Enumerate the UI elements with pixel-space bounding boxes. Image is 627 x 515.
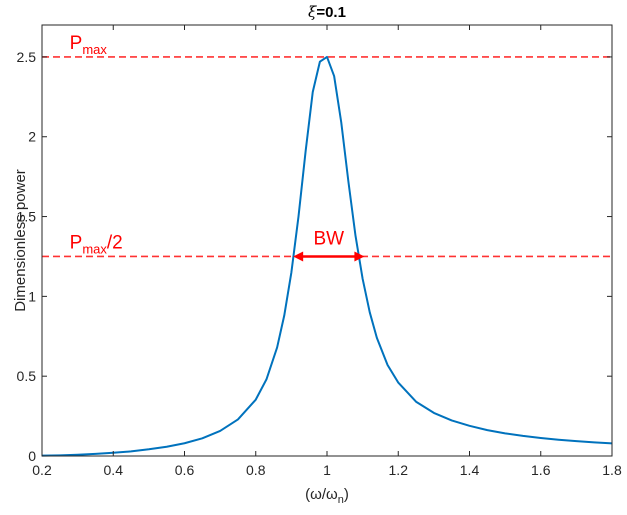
x-tick-label: 1 <box>323 462 331 478</box>
x-tick-label: 0.4 <box>104 462 124 478</box>
bandwidth-arrowhead-right <box>354 251 365 262</box>
reference-line-label: Pmax <box>70 33 108 57</box>
y-tick-label: 2.5 <box>17 49 37 65</box>
y-tick-label: 0.5 <box>17 368 37 384</box>
chart-title: ξ=0.1 <box>308 3 346 21</box>
bandwidth-arrowhead-left <box>293 251 304 262</box>
x-tick-label: 1.8 <box>602 462 622 478</box>
y-tick-label: 1 <box>28 288 36 304</box>
x-tick-label: 1.4 <box>460 462 480 478</box>
x-tick-label: 0.2 <box>32 462 52 478</box>
y-tick-label: 0 <box>28 448 36 464</box>
x-tick-label: 1.2 <box>389 462 409 478</box>
reference-line-label: Pmax/2 <box>70 232 123 256</box>
bandwidth-label: BW <box>313 228 344 249</box>
x-tick-label: 0.6 <box>175 462 195 478</box>
x-tick-label: 0.8 <box>246 462 266 478</box>
y-axis-label: Dimensionless power <box>12 169 29 312</box>
y-tick-label: 2 <box>28 129 36 145</box>
series-line <box>41 55 613 457</box>
y-tick-label: 1.5 <box>17 209 37 225</box>
x-tick-label: 1.6 <box>531 462 551 478</box>
x-axis-label: (ω/ωn) <box>305 486 349 506</box>
